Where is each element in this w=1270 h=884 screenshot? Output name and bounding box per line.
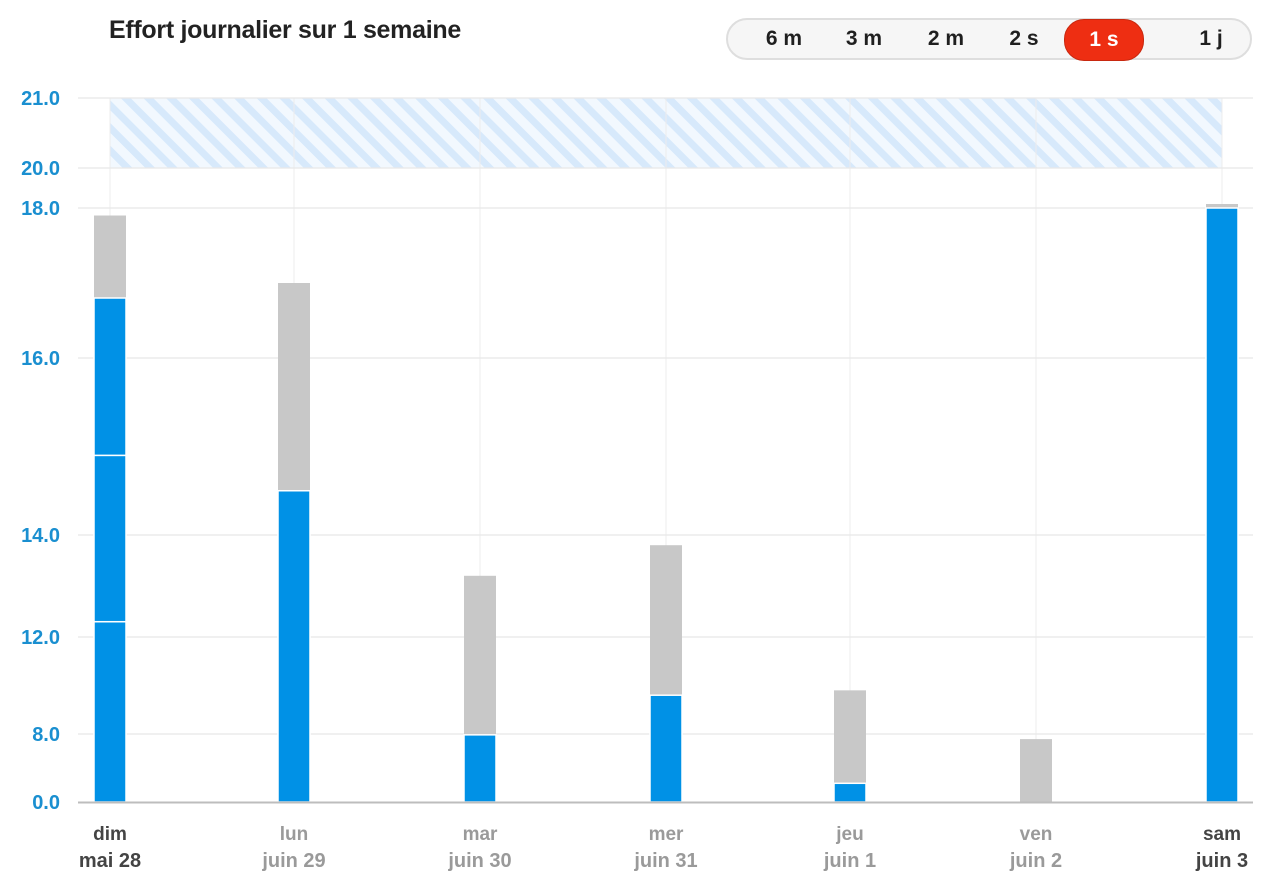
x-tick-date: juin 30 (447, 850, 511, 872)
range-selector: 6 m 3 m 2 m 2 s 1 s 1 j (726, 18, 1252, 61)
y-tick-label: 16.0 (21, 348, 60, 370)
x-tick-date: mai 28 (79, 850, 141, 872)
x-tick-date: juin 3 (1195, 850, 1248, 872)
bar-segment (277, 490, 311, 803)
x-tick-day: jeu (835, 824, 863, 845)
bar-total (1020, 739, 1052, 802)
x-tick-day: mar (463, 824, 498, 845)
chart-title: Effort journalier sur 1 semaine (109, 16, 461, 44)
x-tick-day: mer (649, 824, 684, 845)
y-tick-label: 18.0 (21, 198, 60, 220)
bar-segment (1205, 207, 1239, 803)
bar-segment (93, 454, 127, 623)
x-tick-day: sam (1203, 824, 1241, 845)
x-tick-date: juin 1 (823, 850, 876, 872)
x-tick-day: ven (1020, 824, 1053, 845)
x-tick-day: lun (280, 824, 309, 845)
y-tick-label: 12.0 (21, 627, 60, 649)
range-1s-button[interactable]: 1 s (1064, 19, 1144, 61)
x-tick-date: juin 29 (261, 850, 325, 872)
range-2m-button[interactable]: 2 m (927, 27, 965, 50)
y-tick-label: 8.0 (32, 724, 60, 746)
y-tick-label: 20.0 (21, 158, 60, 180)
x-tick-date: juin 2 (1009, 850, 1062, 872)
bar-segment (649, 694, 683, 803)
bar-segment (93, 297, 127, 457)
y-tick-label: 14.0 (21, 525, 60, 547)
range-1j-button[interactable]: 1 j (1199, 27, 1223, 50)
y-tick-label: 0.0 (32, 792, 60, 814)
y-tick-label: 21.0 (21, 88, 60, 110)
x-tick-date: juin 31 (633, 850, 697, 872)
range-2s-button[interactable]: 2 s (1009, 27, 1039, 50)
range-3m-button[interactable]: 3 m (845, 27, 883, 50)
range-6m-button[interactable]: 6 m (765, 27, 803, 50)
bar-segment (93, 620, 127, 803)
bar-segment (833, 782, 867, 803)
x-tick-day: dim (93, 824, 127, 845)
bar-segment (463, 734, 497, 803)
